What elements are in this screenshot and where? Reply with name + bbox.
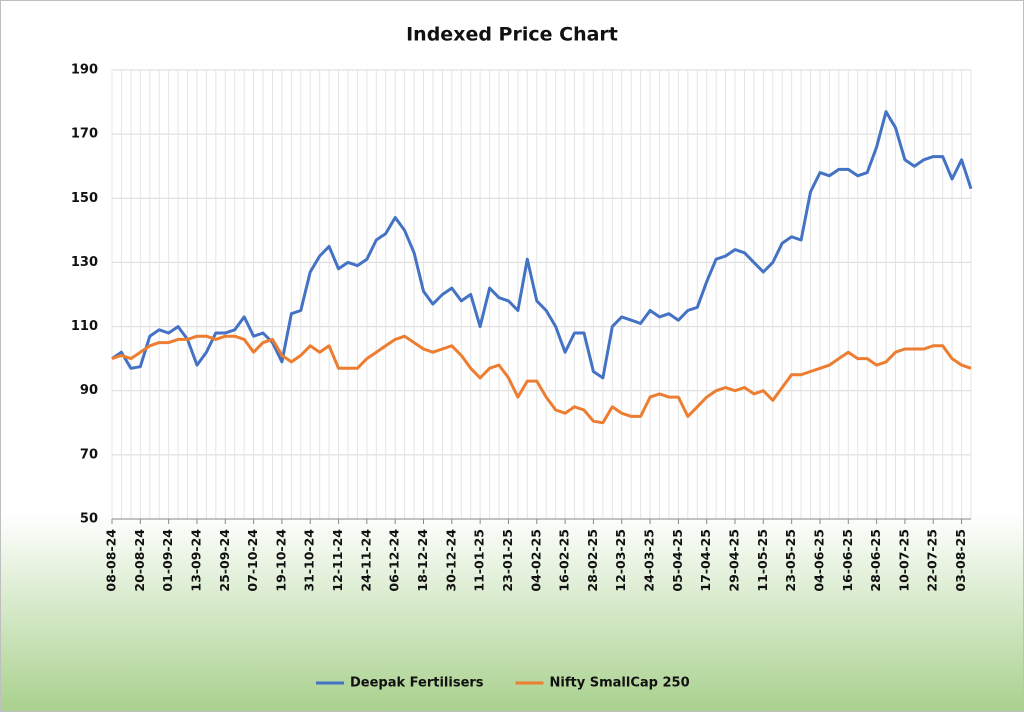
chart-title: Indexed Price Chart xyxy=(406,24,618,46)
y-tick-label: 50 xyxy=(80,512,98,527)
x-tick-label: 18-12-24 xyxy=(415,529,430,592)
x-tick-label: 24-03-25 xyxy=(642,529,657,592)
x-tick-label: 22-07-25 xyxy=(925,529,940,592)
y-tick-label: 110 xyxy=(71,319,98,334)
x-tick-label: 30-12-24 xyxy=(443,529,458,592)
x-tick-label: 29-04-25 xyxy=(727,529,742,592)
y-tick-label: 190 xyxy=(71,63,98,78)
y-tick-label: 70 xyxy=(80,447,98,462)
x-tick-label: 03-08-25 xyxy=(953,529,968,592)
x-tick-label: 19-10-24 xyxy=(273,529,288,592)
x-tick-label: 28-02-25 xyxy=(585,529,600,592)
x-tick-label: 04-02-25 xyxy=(528,529,543,592)
x-tick-label: 04-06-25 xyxy=(811,529,826,592)
x-tick-label: 11-01-25 xyxy=(472,529,487,592)
x-tick-label: 12-11-24 xyxy=(330,529,345,592)
y-tick-label: 130 xyxy=(71,255,98,270)
y-tick-label: 90 xyxy=(80,383,98,398)
x-tick-label: 16-06-25 xyxy=(840,529,855,592)
series-line xyxy=(111,334,972,425)
x-tick-label: 11-05-25 xyxy=(755,529,770,592)
y-tick-label: 170 xyxy=(71,127,98,142)
x-tick-label: 20-08-24 xyxy=(132,529,147,592)
x-tick-label: 24-11-24 xyxy=(358,529,373,592)
x-tick-label: 07-10-24 xyxy=(245,529,260,592)
x-tick-label: 12-03-25 xyxy=(613,529,628,592)
x-tick-label: 10-07-25 xyxy=(896,529,911,592)
legend-label: Deepak Fertilisers xyxy=(350,676,484,691)
x-tick-label: 13-09-24 xyxy=(188,529,203,592)
x-tick-label: 05-04-25 xyxy=(670,529,685,592)
x-tick-label: 06-12-24 xyxy=(387,529,402,592)
x-tick-label: 25-09-24 xyxy=(217,529,232,592)
series-line xyxy=(111,110,973,380)
x-tick-label: 23-05-25 xyxy=(783,529,798,592)
x-tick-label: 08-08-24 xyxy=(104,529,119,592)
x-tick-label: 16-02-25 xyxy=(557,529,572,592)
x-tick-label: 23-01-25 xyxy=(500,529,515,592)
y-tick-label: 150 xyxy=(71,191,98,206)
x-tick-label: 17-04-25 xyxy=(698,529,713,592)
legend-label: Nifty SmallCap 250 xyxy=(550,676,690,691)
x-tick-label: 01-09-24 xyxy=(160,529,175,592)
x-tick-label: 31-10-24 xyxy=(302,529,317,592)
x-tick-label: 28-06-25 xyxy=(868,529,883,592)
